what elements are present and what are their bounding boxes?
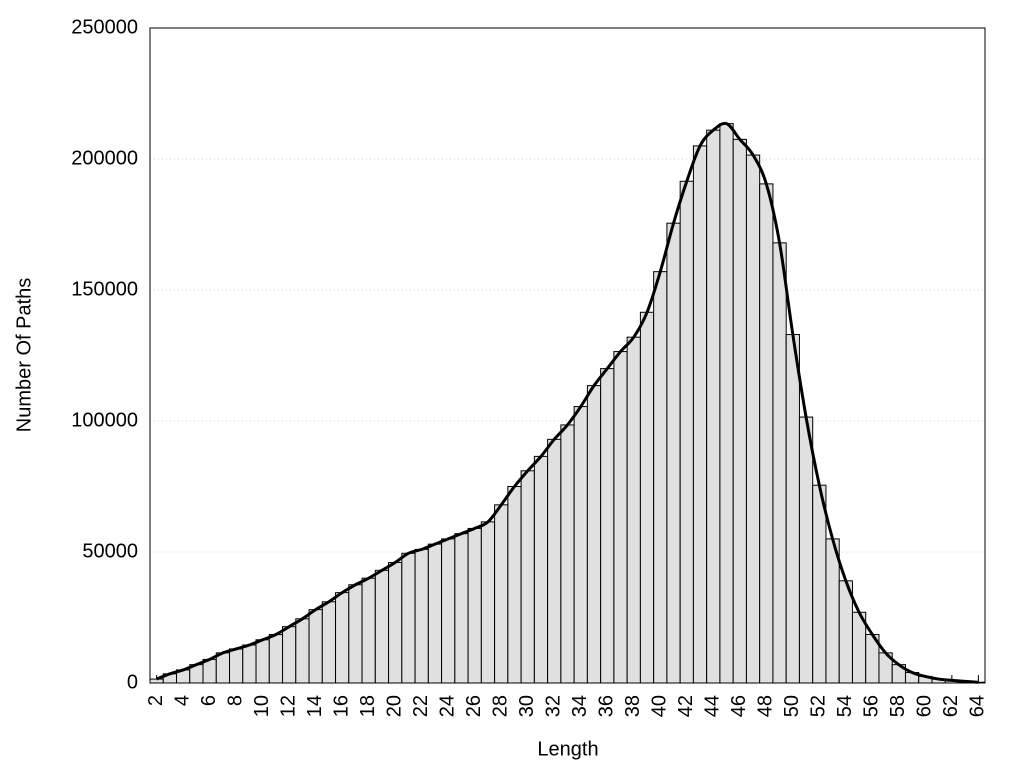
y-tick-label: 200000 — [71, 147, 138, 169]
x-tick-label: 8 — [224, 695, 246, 706]
y-tick-label: 50000 — [82, 540, 138, 562]
bar — [706, 129, 721, 684]
x-tick-label: 24 — [436, 695, 458, 717]
bar — [229, 648, 244, 684]
x-tick-label: 2 — [145, 695, 167, 706]
x-tick-label: 32 — [543, 695, 565, 717]
x-tick-label: 50 — [781, 695, 803, 717]
x-tick-label: 14 — [304, 695, 326, 717]
x-tick-label: 4 — [171, 695, 193, 706]
y-tick-label: 150000 — [71, 278, 138, 300]
bar — [321, 601, 337, 684]
bar — [202, 658, 217, 684]
x-tick-label: 34 — [569, 695, 591, 717]
x-tick-label: 10 — [251, 695, 273, 717]
bar — [361, 577, 376, 684]
bar — [268, 634, 284, 684]
x-tick-label: 44 — [702, 695, 724, 717]
bar — [441, 538, 456, 684]
bar — [547, 438, 562, 684]
x-tick-label: 36 — [596, 695, 618, 717]
x-tick-label: 26 — [463, 695, 485, 717]
y-tick-label: 250000 — [71, 16, 138, 38]
x-tick-label: 28 — [490, 695, 512, 717]
smooth-line — [156, 121, 979, 684]
bar — [348, 584, 363, 684]
bar — [653, 271, 668, 684]
bar — [255, 639, 270, 684]
x-tick-label: 40 — [649, 695, 671, 717]
bar — [798, 416, 814, 684]
bar — [692, 145, 708, 684]
bar — [467, 527, 482, 684]
x-tick-label: 42 — [675, 695, 697, 717]
bar — [639, 311, 655, 684]
y-tick-label: 100000 — [71, 409, 138, 431]
bar — [282, 626, 297, 684]
bar — [388, 561, 403, 684]
bar — [745, 154, 761, 684]
x-tick-label: 16 — [330, 695, 352, 717]
bar — [414, 548, 429, 684]
x-tick-label: 48 — [755, 695, 777, 717]
bar — [626, 336, 641, 684]
bar — [772, 242, 787, 684]
bar — [494, 504, 509, 684]
y-axis-label: Number Of Paths — [13, 278, 35, 433]
bar — [719, 123, 734, 684]
x-tick-label: 62 — [940, 695, 962, 717]
bar — [825, 538, 840, 684]
x-tick-label: 58 — [887, 695, 909, 717]
x-tick-label: 38 — [622, 695, 644, 717]
x-tick-label: 54 — [834, 695, 856, 717]
bar — [401, 552, 416, 684]
bar — [573, 406, 588, 684]
bar — [335, 592, 350, 684]
bar — [732, 138, 747, 684]
x-tick-label: 12 — [277, 695, 299, 717]
x-tick-label: 30 — [516, 695, 538, 717]
bar — [507, 486, 522, 684]
bar — [812, 484, 827, 684]
bar — [533, 455, 549, 684]
x-tick-label: 52 — [808, 695, 830, 717]
bar — [666, 222, 681, 684]
x-tick-label: 60 — [914, 695, 936, 717]
bar — [149, 678, 164, 684]
bar — [613, 351, 628, 684]
bar — [374, 569, 390, 684]
x-tick-label: 6 — [198, 695, 220, 706]
bar — [480, 521, 496, 684]
bar — [454, 533, 469, 684]
bar — [785, 334, 800, 684]
bar — [427, 543, 443, 684]
bar — [586, 385, 602, 684]
bar — [308, 609, 323, 684]
plot-frame — [149, 27, 986, 684]
x-tick-label: 64 — [967, 695, 989, 717]
bar — [560, 424, 575, 684]
bar — [215, 652, 231, 684]
y-tick-label: 0 — [127, 671, 138, 693]
x-tick-label: 46 — [728, 695, 750, 717]
bar — [679, 180, 694, 684]
x-axis-label: Length — [537, 738, 598, 760]
bar — [759, 183, 774, 684]
bar — [242, 644, 257, 684]
x-tick-label: 18 — [357, 695, 379, 717]
bar — [520, 470, 535, 684]
bar — [600, 368, 615, 684]
x-tick-label: 20 — [383, 695, 405, 717]
bar — [295, 618, 310, 684]
x-tick-label: 56 — [861, 695, 883, 717]
x-tick-label: 22 — [410, 695, 432, 717]
